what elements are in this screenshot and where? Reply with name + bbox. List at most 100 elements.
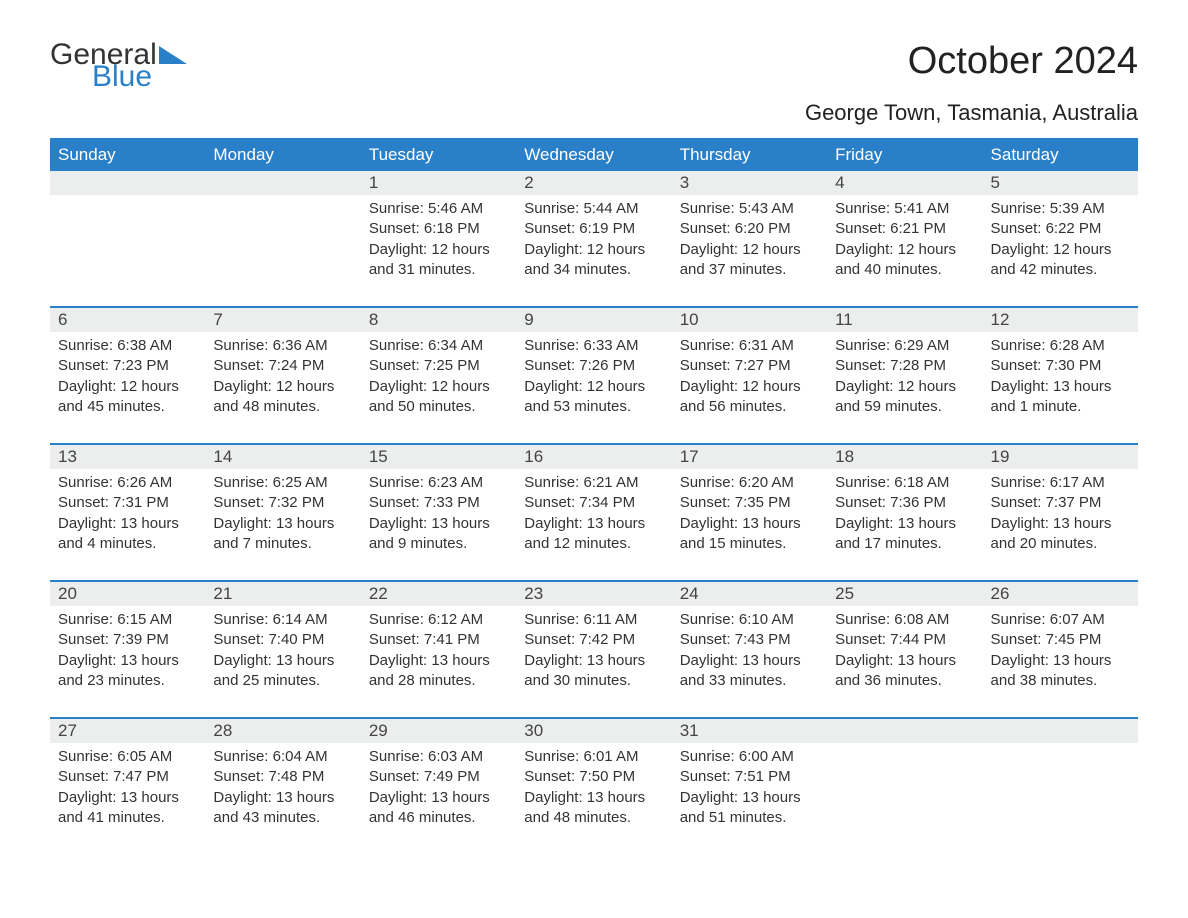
day-cell: Sunrise: 6:38 AMSunset: 7:23 PMDaylight:… bbox=[50, 332, 205, 443]
sunset-text: Sunset: 7:47 PM bbox=[58, 767, 197, 787]
sunset-text: Sunset: 7:25 PM bbox=[369, 356, 508, 376]
day-number: 19 bbox=[983, 445, 1138, 469]
sunset-text: Sunset: 7:23 PM bbox=[58, 356, 197, 376]
sunset-text: Sunset: 7:41 PM bbox=[369, 630, 508, 650]
daylight-text-1: Daylight: 12 hours bbox=[680, 377, 819, 397]
day-number: 2 bbox=[516, 171, 671, 195]
daylight-text-1: Daylight: 13 hours bbox=[524, 788, 663, 808]
day-header: Friday bbox=[827, 139, 982, 171]
sunset-text: Sunset: 7:30 PM bbox=[991, 356, 1130, 376]
sunrise-text: Sunrise: 6:04 AM bbox=[213, 747, 352, 767]
daylight-text-1: Daylight: 13 hours bbox=[835, 514, 974, 534]
day-cell: Sunrise: 6:01 AMSunset: 7:50 PMDaylight:… bbox=[516, 743, 671, 854]
day-cell: Sunrise: 6:28 AMSunset: 7:30 PMDaylight:… bbox=[983, 332, 1138, 443]
day-number-row: 2728293031 bbox=[50, 719, 1138, 743]
daylight-text-1: Daylight: 13 hours bbox=[213, 651, 352, 671]
daylight-text-1: Daylight: 13 hours bbox=[58, 514, 197, 534]
sunset-text: Sunset: 6:21 PM bbox=[835, 219, 974, 239]
sunset-text: Sunset: 6:19 PM bbox=[524, 219, 663, 239]
daylight-text-2: and 12 minutes. bbox=[524, 534, 663, 554]
day-cell: Sunrise: 6:17 AMSunset: 7:37 PMDaylight:… bbox=[983, 469, 1138, 580]
location-subtitle: George Town, Tasmania, Australia bbox=[50, 100, 1138, 126]
sunrise-text: Sunrise: 6:08 AM bbox=[835, 610, 974, 630]
day-number: 9 bbox=[516, 308, 671, 332]
day-cell: Sunrise: 5:39 AMSunset: 6:22 PMDaylight:… bbox=[983, 195, 1138, 306]
sunset-text: Sunset: 7:33 PM bbox=[369, 493, 508, 513]
sunrise-text: Sunrise: 6:33 AM bbox=[524, 336, 663, 356]
day-cell: Sunrise: 6:33 AMSunset: 7:26 PMDaylight:… bbox=[516, 332, 671, 443]
daylight-text-1: Daylight: 12 hours bbox=[213, 377, 352, 397]
day-number: 14 bbox=[205, 445, 360, 469]
sunset-text: Sunset: 7:48 PM bbox=[213, 767, 352, 787]
sunset-text: Sunset: 6:22 PM bbox=[991, 219, 1130, 239]
day-number: 11 bbox=[827, 308, 982, 332]
daylight-text-1: Daylight: 13 hours bbox=[680, 788, 819, 808]
daylight-text-2: and 37 minutes. bbox=[680, 260, 819, 280]
daylight-text-2: and 1 minute. bbox=[991, 397, 1130, 417]
sunrise-text: Sunrise: 6:07 AM bbox=[991, 610, 1130, 630]
daylight-text-1: Daylight: 13 hours bbox=[991, 377, 1130, 397]
day-body-row: Sunrise: 6:26 AMSunset: 7:31 PMDaylight:… bbox=[50, 469, 1138, 580]
daylight-text-2: and 31 minutes. bbox=[369, 260, 508, 280]
day-cell: Sunrise: 5:43 AMSunset: 6:20 PMDaylight:… bbox=[672, 195, 827, 306]
sunset-text: Sunset: 7:26 PM bbox=[524, 356, 663, 376]
sunset-text: Sunset: 7:36 PM bbox=[835, 493, 974, 513]
sunrise-text: Sunrise: 6:29 AM bbox=[835, 336, 974, 356]
sunset-text: Sunset: 7:42 PM bbox=[524, 630, 663, 650]
daylight-text-2: and 53 minutes. bbox=[524, 397, 663, 417]
sunrise-text: Sunrise: 5:41 AM bbox=[835, 199, 974, 219]
day-cell: Sunrise: 6:05 AMSunset: 7:47 PMDaylight:… bbox=[50, 743, 205, 854]
sunrise-text: Sunrise: 6:18 AM bbox=[835, 473, 974, 493]
daylight-text-1: Daylight: 12 hours bbox=[835, 377, 974, 397]
daylight-text-1: Daylight: 13 hours bbox=[213, 514, 352, 534]
daylight-text-2: and 30 minutes. bbox=[524, 671, 663, 691]
daylight-text-2: and 43 minutes. bbox=[213, 808, 352, 828]
day-cell bbox=[50, 195, 205, 306]
sunrise-text: Sunrise: 6:21 AM bbox=[524, 473, 663, 493]
sunrise-text: Sunrise: 6:31 AM bbox=[680, 336, 819, 356]
page-title: October 2024 bbox=[908, 40, 1138, 83]
day-number: 26 bbox=[983, 582, 1138, 606]
daylight-text-1: Daylight: 12 hours bbox=[369, 240, 508, 260]
sunset-text: Sunset: 6:18 PM bbox=[369, 219, 508, 239]
day-cell: Sunrise: 5:41 AMSunset: 6:21 PMDaylight:… bbox=[827, 195, 982, 306]
calendar: SundayMondayTuesdayWednesdayThursdayFrid… bbox=[50, 138, 1138, 854]
day-cell: Sunrise: 6:14 AMSunset: 7:40 PMDaylight:… bbox=[205, 606, 360, 717]
daylight-text-1: Daylight: 13 hours bbox=[991, 514, 1130, 534]
day-header: Saturday bbox=[983, 139, 1138, 171]
daylight-text-2: and 59 minutes. bbox=[835, 397, 974, 417]
daylight-text-2: and 17 minutes. bbox=[835, 534, 974, 554]
daylight-text-1: Daylight: 12 hours bbox=[835, 240, 974, 260]
day-number: 16 bbox=[516, 445, 671, 469]
daylight-text-2: and 56 minutes. bbox=[680, 397, 819, 417]
sunrise-text: Sunrise: 6:05 AM bbox=[58, 747, 197, 767]
daylight-text-1: Daylight: 13 hours bbox=[680, 651, 819, 671]
sunset-text: Sunset: 7:43 PM bbox=[680, 630, 819, 650]
daylight-text-2: and 45 minutes. bbox=[58, 397, 197, 417]
day-number bbox=[205, 171, 360, 195]
daylight-text-1: Daylight: 12 hours bbox=[680, 240, 819, 260]
sunrise-text: Sunrise: 6:03 AM bbox=[369, 747, 508, 767]
daylight-text-2: and 41 minutes. bbox=[58, 808, 197, 828]
day-cell: Sunrise: 6:21 AMSunset: 7:34 PMDaylight:… bbox=[516, 469, 671, 580]
daylight-text-2: and 33 minutes. bbox=[680, 671, 819, 691]
sunrise-text: Sunrise: 6:14 AM bbox=[213, 610, 352, 630]
logo-word-2: Blue bbox=[92, 62, 187, 92]
day-cell: Sunrise: 6:00 AMSunset: 7:51 PMDaylight:… bbox=[672, 743, 827, 854]
day-number: 18 bbox=[827, 445, 982, 469]
sunrise-text: Sunrise: 6:17 AM bbox=[991, 473, 1130, 493]
day-number: 23 bbox=[516, 582, 671, 606]
sunrise-text: Sunrise: 6:12 AM bbox=[369, 610, 508, 630]
sunrise-text: Sunrise: 6:38 AM bbox=[58, 336, 197, 356]
day-number-row: 12345 bbox=[50, 171, 1138, 195]
sunset-text: Sunset: 6:20 PM bbox=[680, 219, 819, 239]
day-header: Tuesday bbox=[361, 139, 516, 171]
daylight-text-2: and 4 minutes. bbox=[58, 534, 197, 554]
day-cell: Sunrise: 6:03 AMSunset: 7:49 PMDaylight:… bbox=[361, 743, 516, 854]
day-header: Monday bbox=[205, 139, 360, 171]
day-cell: Sunrise: 6:29 AMSunset: 7:28 PMDaylight:… bbox=[827, 332, 982, 443]
day-cell: Sunrise: 6:15 AMSunset: 7:39 PMDaylight:… bbox=[50, 606, 205, 717]
day-number: 7 bbox=[205, 308, 360, 332]
day-body-row: Sunrise: 5:46 AMSunset: 6:18 PMDaylight:… bbox=[50, 195, 1138, 306]
sunset-text: Sunset: 7:49 PM bbox=[369, 767, 508, 787]
